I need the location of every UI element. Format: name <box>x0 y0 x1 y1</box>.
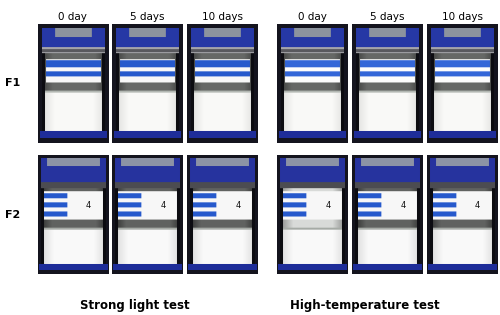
Text: High-temperature test: High-temperature test <box>290 299 440 312</box>
Text: 4: 4 <box>326 201 330 209</box>
Text: 4: 4 <box>475 201 480 209</box>
Text: 4: 4 <box>86 201 91 209</box>
Text: 0 day: 0 day <box>58 12 87 22</box>
Text: F1: F1 <box>5 78 20 88</box>
Text: 4: 4 <box>160 201 166 209</box>
Text: 5 days: 5 days <box>370 12 404 22</box>
Text: 10 days: 10 days <box>202 12 243 22</box>
Text: 4: 4 <box>400 201 406 209</box>
Text: 0 day: 0 day <box>298 12 327 22</box>
Text: 4: 4 <box>236 201 241 209</box>
Text: 10 days: 10 days <box>442 12 482 22</box>
Text: F2: F2 <box>5 209 20 220</box>
Text: 5 days: 5 days <box>130 12 165 22</box>
Text: Strong light test: Strong light test <box>80 299 190 312</box>
